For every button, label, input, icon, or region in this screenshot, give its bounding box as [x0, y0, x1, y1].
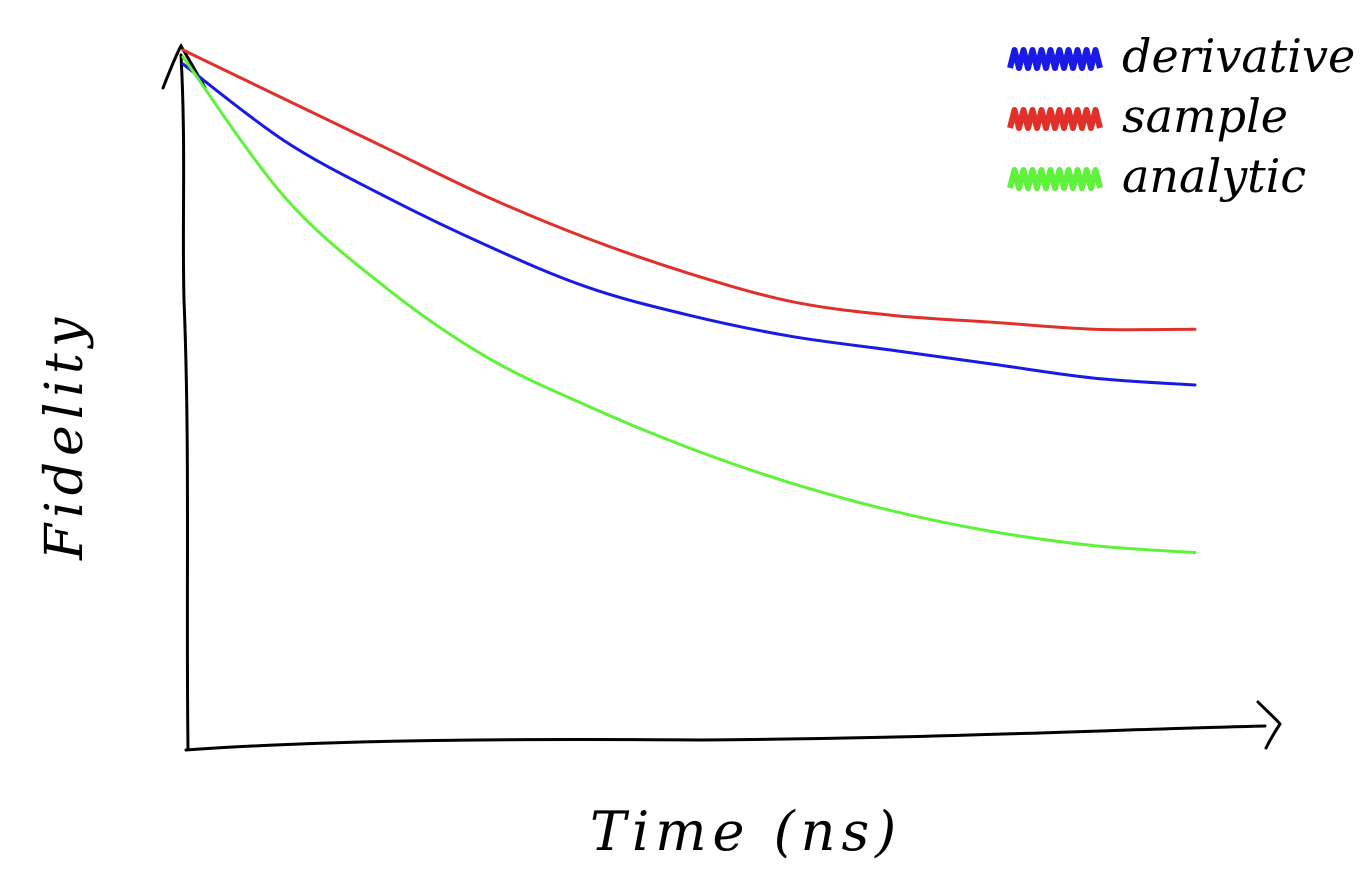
legend-item-derivative: derivative: [1007, 29, 1355, 83]
y-axis-label: Fidelity: [35, 312, 95, 561]
y-axis: [179, 53, 190, 750]
series-line-analytic: [181, 55, 1197, 555]
x-axis-label: Time (ns): [590, 800, 902, 863]
series-line-derivative: [181, 62, 1197, 387]
legend-swatch-analytic: [1007, 167, 1103, 191]
legend-swatch-derivative: [1007, 47, 1103, 71]
legend-label-derivative: derivative: [1122, 29, 1355, 83]
legend: derivative sample analytic: [1007, 29, 1355, 203]
x-axis-arrowhead: [1256, 700, 1282, 750]
legend-label-analytic: analytic: [1122, 149, 1306, 203]
legend-item-analytic: analytic: [1007, 149, 1306, 203]
legend-label-sample: sample: [1122, 89, 1288, 143]
legend-item-sample: sample: [1007, 89, 1288, 143]
series-layer: [181, 48, 1197, 555]
series-line-sample: [181, 48, 1197, 332]
x-axis: [184, 724, 1267, 752]
legend-swatch-sample: [1007, 107, 1103, 131]
